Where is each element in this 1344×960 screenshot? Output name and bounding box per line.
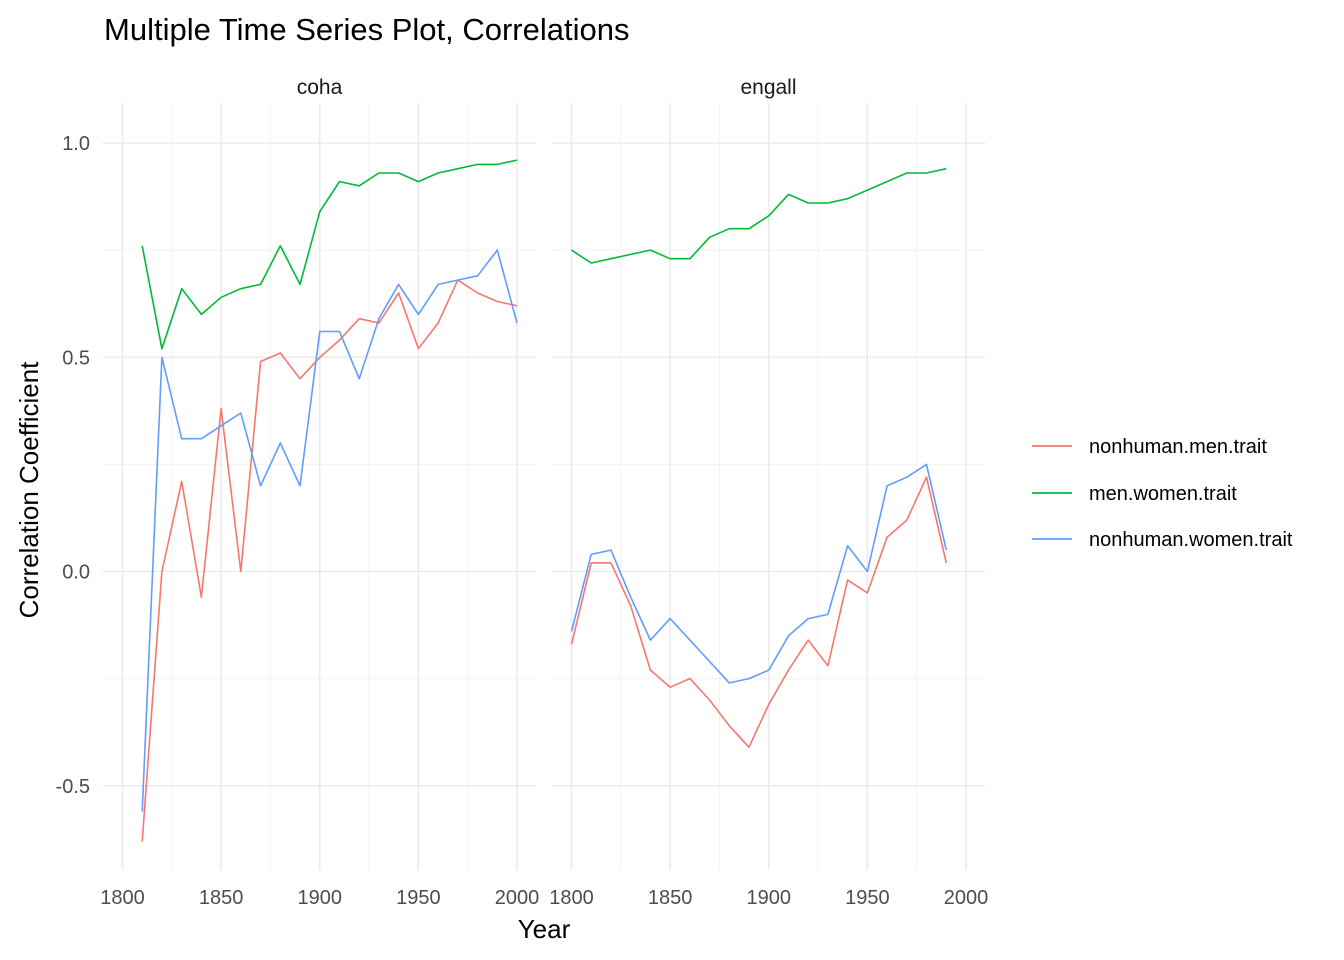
legend-item: men.women.trait	[1032, 483, 1237, 505]
y-tick-label: 0.0	[62, 562, 90, 584]
series-line-men-women-trait	[141, 159, 518, 350]
legend-label: men.women.trait	[1089, 483, 1237, 505]
series-line-nonhuman-men-trait	[141, 279, 518, 842]
y-tick-label: -0.5	[56, 776, 90, 798]
x-tick-label: 1800	[549, 887, 594, 909]
series-line-nonhuman-women-trait	[570, 463, 948, 684]
series-line-nonhuman-women-trait	[141, 249, 518, 812]
panels-layer: coha 1800 1850 1900 1950 2000 engall 1800 1850 19…	[56, 76, 989, 909]
x-tick-label: 1950	[396, 887, 441, 909]
chart-title: Multiple Time Series Plot, Correlations	[104, 12, 629, 47]
facet-strip-label: engall	[740, 76, 796, 99]
x-tick-label: 1900	[298, 887, 343, 909]
x-tick-label: 2000	[944, 887, 989, 909]
x-tick-label: 1900	[747, 887, 792, 909]
panel-engall: engall 1800 1850 1900 1950 2000	[549, 76, 988, 909]
legend: nonhuman.men.trait men.women.trait nonhuma…	[1032, 436, 1293, 551]
x-tick-label: 2000	[495, 887, 540, 909]
x-tick-label: 1950	[845, 887, 890, 909]
legend-label: nonhuman.men.trait	[1089, 436, 1267, 458]
panel-coha: coha 1800 1850 1900 1950 2000	[100, 76, 539, 909]
facet-strip-label: coha	[297, 76, 343, 99]
x-axis-title: Year	[518, 914, 571, 944]
y-tick-label: 1.0	[62, 133, 90, 155]
x-tick-label: 1850	[648, 887, 693, 909]
legend-label: nonhuman.women.trait	[1089, 529, 1293, 551]
legend-item: nonhuman.women.trait	[1032, 529, 1293, 551]
y-axis-title: Correlation Coefficient	[14, 361, 44, 619]
x-tick-label: 1850	[199, 887, 244, 909]
x-tick-label: 1800	[100, 887, 145, 909]
series-line-nonhuman-men-trait	[570, 476, 948, 749]
y-tick-label: 0.5	[62, 347, 90, 369]
series-line-men-women-trait	[571, 167, 947, 264]
legend-item: nonhuman.men.trait	[1032, 436, 1267, 458]
